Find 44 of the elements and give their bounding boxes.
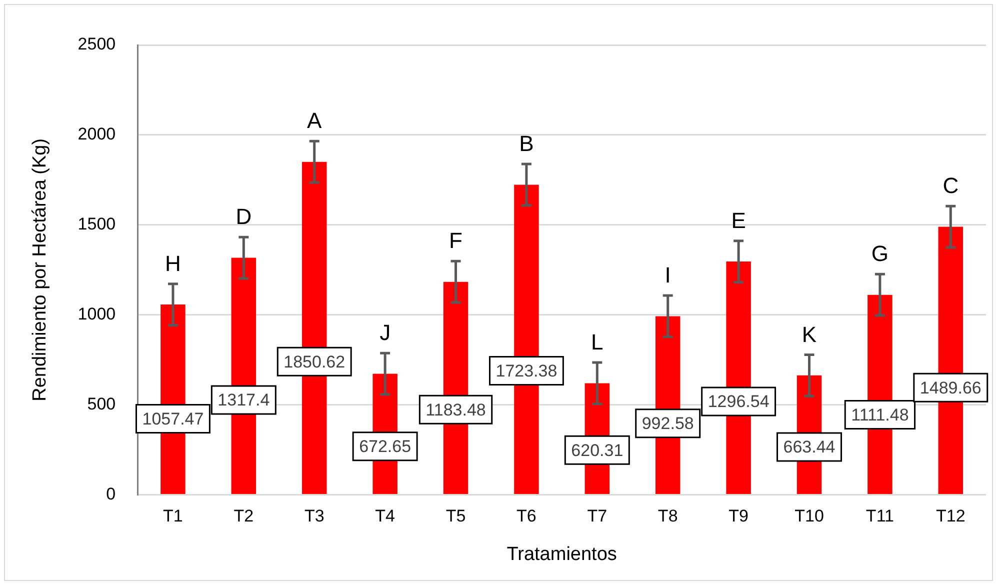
y-tick-label: 500 — [87, 394, 116, 414]
y-axis-title: Rendimiento por Hectárea (Kg) — [30, 138, 51, 402]
x-tick-label: T9 — [728, 506, 748, 526]
x-tick-label: T1 — [163, 506, 183, 526]
data-label: 672.65 — [359, 437, 412, 456]
x-tick-label: T8 — [658, 506, 678, 526]
data-label: 1057.47 — [142, 409, 204, 428]
data-label: 1317.4 — [218, 390, 270, 410]
y-tick-label: 1000 — [78, 304, 116, 324]
data-label: 1183.48 — [426, 400, 486, 420]
x-tick-label: T10 — [794, 506, 824, 526]
data-label: 992.58 — [642, 414, 694, 434]
annotation: K — [802, 322, 817, 347]
annotation: J — [380, 320, 391, 346]
x-tick-label: T11 — [866, 506, 894, 526]
annotation: G — [871, 241, 889, 266]
annotation: F — [449, 228, 462, 254]
data-label: 663.44 — [783, 438, 836, 457]
data-label: 620.31 — [571, 440, 624, 460]
x-axis-title: Tratamientos — [506, 544, 617, 565]
y-tick-label: 2000 — [78, 124, 116, 144]
data-label: 1296.54 — [708, 392, 770, 412]
y-tick-label: 1500 — [78, 214, 116, 234]
annotation: A — [307, 108, 322, 134]
y-tick-label: 2500 — [78, 34, 116, 54]
annotation: H — [165, 250, 181, 276]
x-tick-label: T12 — [936, 506, 966, 526]
x-tick-label: T4 — [375, 506, 395, 526]
annotation: B — [519, 131, 534, 156]
x-tick-label: T3 — [304, 506, 324, 526]
annotation: D — [236, 204, 252, 230]
x-tick-label: T2 — [234, 506, 254, 526]
annotation: E — [731, 208, 746, 233]
data-label: 1850.62 — [284, 352, 346, 372]
annotation: L — [591, 330, 604, 355]
x-tick-label: T7 — [587, 506, 608, 526]
data-label: 1489.66 — [920, 378, 982, 398]
x-tick-label: T5 — [446, 506, 466, 526]
data-label: 1723.38 — [496, 361, 558, 380]
data-label: 1111.48 — [851, 405, 909, 424]
annotation: C — [942, 173, 959, 198]
y-tick-label: 0 — [106, 484, 116, 504]
annotation: I — [664, 262, 671, 288]
x-tick-label: T6 — [516, 506, 536, 526]
